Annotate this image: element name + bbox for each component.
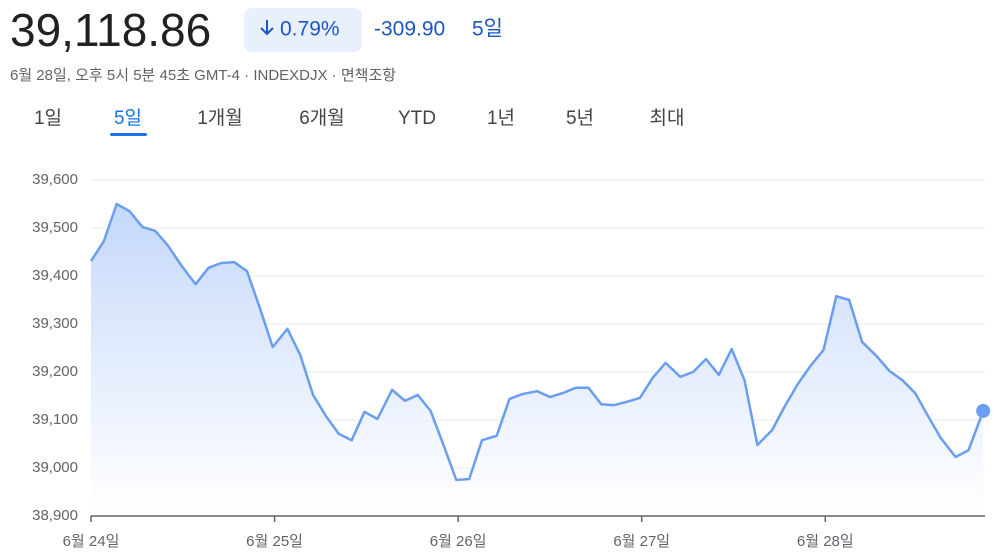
- x-tick-label: 6월 24일: [63, 533, 120, 550]
- tab-underline: [110, 133, 147, 136]
- y-tick-label: 39,300: [32, 315, 78, 332]
- y-tick-label: 39,600: [32, 171, 78, 188]
- x-tick-label: 6월 25일: [246, 533, 303, 550]
- x-tick-label: 6월 27일: [613, 533, 670, 550]
- tab[interactable]: 최대: [650, 107, 685, 129]
- y-tick-label: 39,100: [32, 411, 78, 428]
- tab[interactable]: 5일: [114, 107, 142, 129]
- subtitle: 6월 28일, 오후 5시 5분 45초 GMT-4 · INDEXDJX · …: [10, 67, 396, 84]
- tab[interactable]: 1년: [487, 107, 515, 129]
- tab[interactable]: 1개월: [197, 107, 243, 129]
- area-fill: [91, 204, 984, 516]
- change-badge: [244, 8, 362, 52]
- price: 39,118.86: [10, 4, 211, 56]
- tab-bar: 1일 5일 1개월 6개월 YTD 1년 5년 최대: [34, 107, 685, 136]
- down-arrow: [260, 20, 274, 36]
- change-percent: 0.79%: [280, 18, 340, 41]
- y-tick-label: 38,900: [32, 507, 78, 524]
- tab[interactable]: 1일: [34, 107, 62, 129]
- x-tick-label: 6월 28일: [797, 533, 854, 550]
- change-value: -309.90: [374, 18, 445, 41]
- y-tick-label: 39,500: [32, 219, 78, 236]
- y-tick-label: 39,200: [32, 363, 78, 380]
- price-line: [89, 202, 985, 482]
- x-tick-label: 6월 26일: [430, 533, 487, 550]
- y-tick-label: 39,000: [32, 459, 78, 476]
- change-period: 5일: [472, 18, 503, 41]
- tab[interactable]: 6개월: [299, 107, 345, 129]
- tab[interactable]: YTD: [398, 108, 436, 129]
- tab[interactable]: 5년: [566, 107, 594, 129]
- y-tick-label: 39,400: [32, 267, 78, 284]
- last-point: [976, 403, 991, 418]
